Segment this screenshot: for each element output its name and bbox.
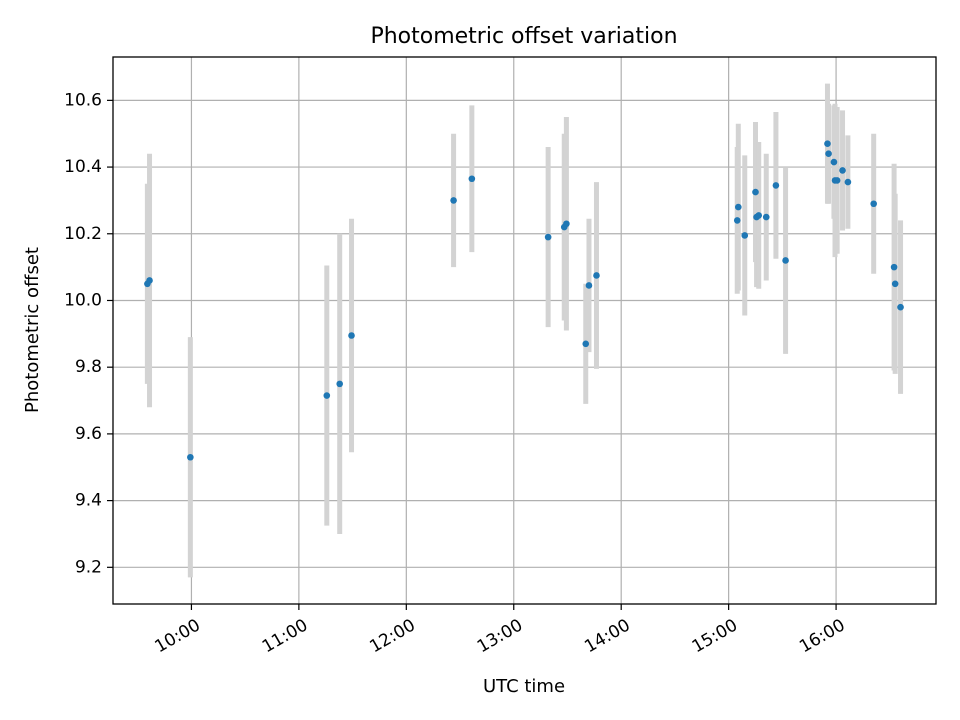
data-point <box>772 182 780 189</box>
data-point <box>839 167 846 174</box>
chart-title: Photometric offset variation <box>370 24 677 49</box>
data-point <box>146 277 153 284</box>
data-point <box>782 257 789 264</box>
data-points <box>144 140 904 461</box>
y-axis-label: Photometric offset <box>22 247 43 413</box>
data-point <box>468 175 476 183</box>
data-point <box>830 158 838 166</box>
x-axis-ticks: 10:00 11:00 12:00 13:00 14:00 15:00 16:00 <box>151 604 849 657</box>
x-tick-label: 13:00 <box>474 615 526 657</box>
x-tick-label: 15:00 <box>689 615 741 657</box>
data-point <box>844 178 852 186</box>
data-point <box>450 197 457 204</box>
data-point <box>755 212 763 219</box>
y-tick-label: 9.4 <box>75 491 102 511</box>
y-tick-label: 9.2 <box>75 557 102 577</box>
data-point <box>897 303 904 311</box>
grid-lines <box>113 57 936 604</box>
y-tick-label: 9.8 <box>75 357 102 377</box>
data-point <box>187 453 194 461</box>
data-point <box>752 188 759 196</box>
data-point <box>323 392 331 399</box>
x-axis-label: UTC time <box>483 676 565 697</box>
data-point <box>733 217 741 224</box>
y-tick-label: 10.2 <box>64 224 102 244</box>
y-tick-label: 10.0 <box>64 290 102 310</box>
plot-frame <box>112 56 937 605</box>
data-point <box>890 263 898 271</box>
data-point <box>870 200 877 208</box>
data-point <box>582 340 590 348</box>
y-tick-label: 10.4 <box>64 157 102 177</box>
data-point <box>336 380 344 388</box>
data-point <box>825 150 832 158</box>
data-point <box>585 282 593 289</box>
x-tick-label: 11:00 <box>259 615 311 657</box>
x-tick-label: 14:00 <box>581 615 633 657</box>
data-point <box>824 140 831 148</box>
x-tick-label: 16:00 <box>796 615 848 657</box>
y-axis-ticks: 9.2 9.4 9.6 9.8 10.0 10.2 10.4 10.6 <box>64 90 113 577</box>
error-bars <box>144 83 904 578</box>
y-tick-label: 9.6 <box>75 424 102 444</box>
y-tick-label: 10.6 <box>64 90 102 110</box>
data-point <box>563 220 570 228</box>
data-point <box>544 233 552 241</box>
x-tick-label: 10:00 <box>151 615 203 657</box>
data-point <box>741 232 749 239</box>
data-point <box>593 272 600 279</box>
x-tick-label: 12:00 <box>366 615 418 657</box>
data-point <box>735 203 742 211</box>
data-point <box>833 177 841 184</box>
data-point <box>348 332 355 339</box>
data-point <box>891 280 899 288</box>
data-point <box>762 213 770 221</box>
